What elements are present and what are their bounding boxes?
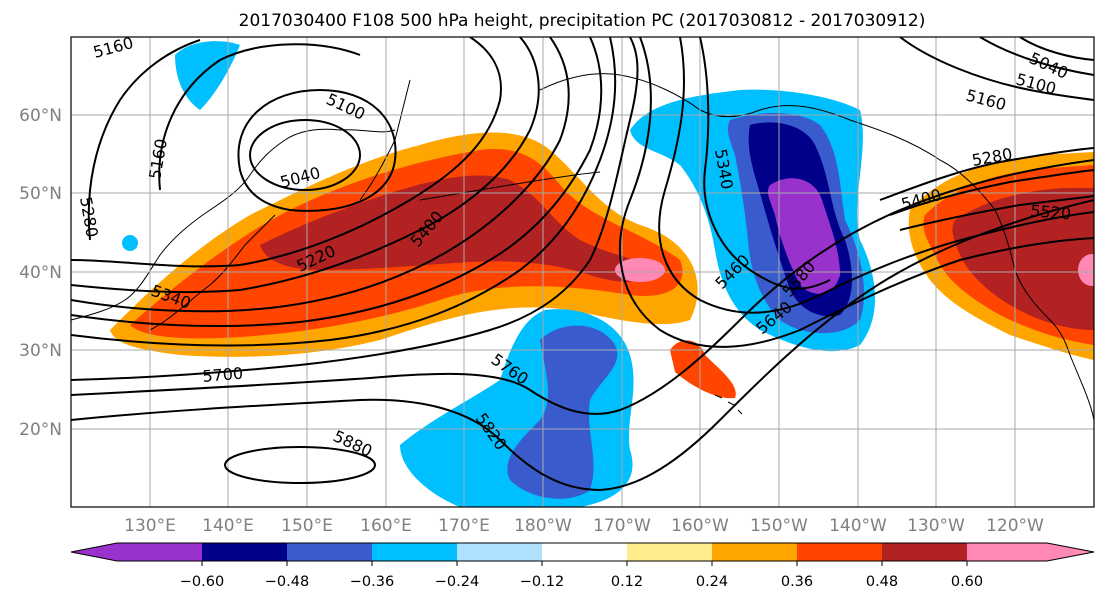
figure-title: 2017030400 F108 500 hPa height, precipit… <box>239 11 926 31</box>
map-frame <box>70 36 1095 508</box>
contour-5460 <box>71 37 603 327</box>
contour-5340 <box>71 37 540 294</box>
colorbar-segment <box>372 543 457 561</box>
colorbar-tick-label: −0.36 <box>350 574 394 590</box>
contour-5460-east <box>658 37 1094 314</box>
colorbar-tick-label: 0.48 <box>866 574 898 590</box>
colorbar-tick-label: 0.24 <box>696 574 728 590</box>
lon-label-140e: 140°E <box>202 516 254 536</box>
lat-label-40n: 40°N <box>19 263 62 283</box>
contour-5340-east <box>699 37 831 290</box>
contour-5160-west <box>158 43 361 191</box>
contour-5580-west <box>71 37 617 347</box>
contour-label: 5520 <box>1030 201 1072 223</box>
lon-label-160w: 160°W <box>671 516 729 536</box>
precip-max-east <box>1078 254 1094 286</box>
colorbar-segment <box>882 543 967 561</box>
lat-label-50n: 50°N <box>19 184 62 204</box>
longitude-labels: 130°E 140°E 150°E 160°E 170°E 180°W 170°… <box>124 516 1044 536</box>
contour-5100 <box>237 88 397 212</box>
coastline-alaska <box>539 73 996 211</box>
contour-5280-west <box>87 39 201 241</box>
colorbar: −0.60 −0.48 −0.36 −0.24 −0.12 0.12 0.24 … <box>70 542 1095 590</box>
contour-5400 <box>71 37 570 313</box>
colorbar-segment <box>967 543 1047 561</box>
colorbar-segment <box>117 543 202 561</box>
lat-label-30n: 30°N <box>19 341 62 361</box>
lon-label-130e: 130°E <box>124 516 176 536</box>
contour-5520-east <box>899 195 1094 231</box>
colorbar-tick-label: 0.36 <box>781 574 813 590</box>
precip-negative-central-inner <box>507 325 618 499</box>
lon-label-160e: 160°E <box>360 516 412 536</box>
colorbar-segment <box>797 543 882 561</box>
contour-5160-east <box>899 37 1094 101</box>
precip-max-west <box>615 258 665 282</box>
lon-label-130w: 130°W <box>907 516 965 536</box>
colorbar-extend-low <box>71 543 117 561</box>
colorbar-segment <box>712 543 797 561</box>
contour-5040-east <box>1019 37 1094 61</box>
coastline-north-america <box>994 209 1094 421</box>
lon-label-150e: 150°E <box>281 516 333 536</box>
map-panel: 5160 5100 5040 5160 5280 5220 5340 5400 … <box>70 36 1095 508</box>
contour-5400-east <box>889 169 1094 216</box>
colorbar-ticks <box>201 561 968 566</box>
contour-5280-east <box>879 147 1094 201</box>
latitude-labels: 60°N 50°N 40°N 30°N 20°N <box>19 106 62 440</box>
colorbar-tick-label: 0.12 <box>611 574 643 590</box>
coastline-asia <box>71 128 396 321</box>
contour-5820 <box>71 199 1094 492</box>
contour-5700 <box>71 37 639 381</box>
lon-label-170w: 170°W <box>593 516 651 536</box>
colorbar-tick-labels: −0.60 −0.48 −0.36 −0.24 −0.12 0.12 0.24 … <box>180 574 983 590</box>
colorbar-tick-label: 0.60 <box>951 574 983 590</box>
height-contours <box>71 37 1094 492</box>
contour-5100-east <box>979 37 1094 76</box>
colorbar-segment <box>542 543 627 561</box>
lon-label-150w: 150°W <box>750 516 808 536</box>
colorbar-outline <box>70 542 1095 562</box>
contour-5220 <box>71 37 502 268</box>
precip-min-east <box>767 178 840 294</box>
colorbar-segment <box>202 543 287 561</box>
contour-5640 <box>619 37 1094 348</box>
coastline-aleutians <box>419 171 601 201</box>
colorbar-segment <box>457 543 542 561</box>
precip-positive-small-south <box>670 340 736 399</box>
gridlines <box>71 37 1094 507</box>
lat-label-60n: 60°N <box>19 106 62 126</box>
contour-label: 5700 <box>202 364 244 386</box>
contour-5880 <box>224 446 376 484</box>
colorbar-segment <box>287 543 372 561</box>
lon-label-180w: 180°W <box>514 516 572 536</box>
colorbar-segment <box>627 543 712 561</box>
colorbar-tick-label: −0.24 <box>435 574 479 590</box>
colorbar-tick-label: −0.48 <box>265 574 309 590</box>
colorbar-tick-label: −0.12 <box>520 574 564 590</box>
precip-negative-small <box>122 235 138 251</box>
lon-label-120w: 120°W <box>986 516 1044 536</box>
colorbar-extend-high <box>1047 543 1094 561</box>
contour-5040-low <box>249 119 361 191</box>
coastline-hawaii <box>714 394 743 415</box>
lat-label-20n: 20°N <box>19 420 62 440</box>
lon-label-140w: 140°W <box>829 516 887 536</box>
contour-5760 <box>71 159 1094 415</box>
lon-label-170e: 170°E <box>438 516 490 536</box>
precip-positive-east-inner <box>952 188 1094 330</box>
colorbar-tick-label: −0.60 <box>180 574 224 590</box>
